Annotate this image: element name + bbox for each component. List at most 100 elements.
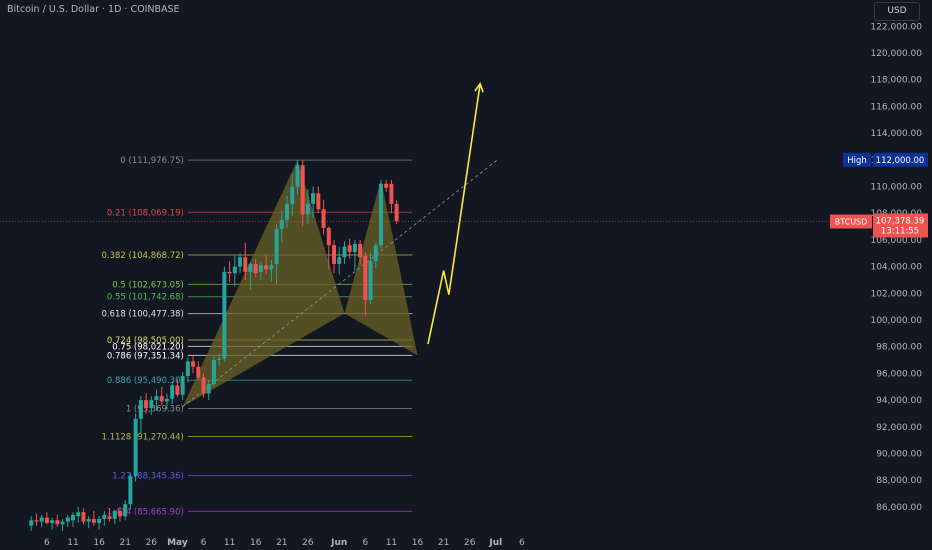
candle-body bbox=[342, 246, 347, 258]
x-axis-tick-label: 16 bbox=[93, 538, 105, 548]
candle-body bbox=[76, 512, 81, 517]
candle-body bbox=[60, 521, 65, 525]
candle-body bbox=[363, 255, 368, 300]
candle-body bbox=[279, 219, 284, 230]
fib-label: 0.75 (98,021.20) bbox=[112, 342, 184, 352]
y-axis-tick-label: 104,000.00 bbox=[870, 263, 922, 273]
y-axis-tick-label: 96,000.00 bbox=[876, 369, 922, 379]
candle-body bbox=[44, 517, 49, 523]
candle-body bbox=[211, 360, 216, 385]
y-axis-tick-label: 120,000.00 bbox=[870, 49, 922, 59]
candle-body bbox=[164, 398, 169, 402]
currency-button[interactable]: USD bbox=[874, 2, 920, 21]
candle-body bbox=[86, 518, 91, 522]
candle-body bbox=[300, 165, 305, 215]
candle-body bbox=[144, 400, 149, 409]
candle-body bbox=[253, 263, 258, 274]
y-axis-tick-label: 94,000.00 bbox=[876, 396, 922, 406]
candle-body bbox=[128, 476, 133, 505]
candle-body bbox=[264, 265, 269, 270]
candle-body bbox=[248, 263, 253, 272]
high-price-badge bbox=[873, 152, 928, 167]
fib-label: 1 (93,369.36) bbox=[126, 405, 184, 415]
candle-body bbox=[332, 245, 336, 264]
y-axis-tick-label: 86,000.00 bbox=[876, 503, 922, 513]
candle-body bbox=[384, 183, 389, 188]
x-axis-tick-label: 6 bbox=[44, 538, 50, 548]
candle-body bbox=[373, 245, 378, 262]
candle-body bbox=[117, 510, 122, 517]
high-tag-label: High bbox=[847, 156, 867, 166]
y-axis-tick-label: 92,000.00 bbox=[876, 423, 922, 433]
candle-body bbox=[91, 518, 96, 523]
fib-label: 0.5 (102,673.05) bbox=[112, 280, 184, 290]
candle-body bbox=[305, 203, 310, 215]
candle-body bbox=[112, 510, 117, 519]
x-axis-tick-label: 16 bbox=[412, 538, 424, 548]
candle-body bbox=[29, 520, 34, 526]
candle-body bbox=[34, 520, 39, 522]
candle-body bbox=[238, 257, 243, 267]
candle-body bbox=[358, 243, 363, 258]
candle-body bbox=[107, 516, 112, 519]
pattern-bcd-triangle bbox=[344, 179, 418, 356]
trend-dashed-line bbox=[182, 159, 498, 408]
y-axis-tick-label: 88,000.00 bbox=[876, 476, 922, 486]
symbol-badge-label: BTCUSD bbox=[835, 217, 868, 226]
candle-body bbox=[337, 257, 342, 264]
fib-label: 0.618 (100,477.38) bbox=[101, 310, 183, 320]
y-axis-tick-label: 116,000.00 bbox=[870, 102, 922, 112]
candle-body bbox=[206, 384, 211, 394]
candle-body bbox=[97, 518, 102, 523]
candle-body bbox=[285, 203, 290, 220]
fib-label: 1.414 (85,665.90) bbox=[107, 507, 184, 517]
candle-body bbox=[389, 183, 394, 204]
x-axis-tick-label: Jul bbox=[488, 538, 502, 548]
fib-label: 0.886 (95,490.30) bbox=[107, 376, 184, 386]
candle-body bbox=[217, 358, 222, 361]
symbol-badge bbox=[830, 214, 872, 229]
candle-body bbox=[154, 396, 159, 401]
y-axis-tick-label: 100,000.00 bbox=[870, 316, 922, 326]
x-axis-tick-label: 6 bbox=[362, 538, 368, 548]
y-axis-tick-label: 90,000.00 bbox=[876, 450, 922, 460]
y-axis-tick-label: 114,000.00 bbox=[870, 129, 922, 139]
fib-label: 0.21 (108,069.19) bbox=[107, 208, 184, 218]
candle-body bbox=[378, 183, 383, 246]
candle-body bbox=[138, 400, 143, 419]
candle-body bbox=[347, 245, 352, 252]
symbol-title: Bitcoin / U.S. Dollar · 1D · COINBASE bbox=[7, 4, 180, 15]
y-axis-tick-label: 98,000.00 bbox=[876, 343, 922, 353]
candle-body bbox=[170, 385, 175, 399]
candle-body bbox=[39, 517, 44, 522]
candle-body bbox=[368, 261, 373, 300]
y-axis-tick-label: 106,000.00 bbox=[870, 236, 922, 246]
projection-path bbox=[427, 83, 481, 345]
projection-arrowhead bbox=[474, 81, 484, 93]
candle-body bbox=[123, 504, 128, 517]
y-axis-tick-label: 102,000.00 bbox=[870, 289, 922, 299]
candle-body bbox=[243, 257, 248, 272]
candle-body bbox=[196, 366, 201, 378]
candle-body bbox=[394, 203, 399, 222]
x-axis-tick-label: 21 bbox=[276, 538, 287, 548]
candle-body bbox=[81, 512, 86, 522]
countdown-label: 13:11:55 bbox=[881, 226, 919, 236]
x-axis-tick-label: 11 bbox=[67, 538, 78, 548]
x-axis-tick-label: 11 bbox=[386, 538, 397, 548]
candle-body bbox=[185, 361, 190, 377]
candle-body bbox=[201, 377, 206, 394]
x-axis-tick-label: 11 bbox=[224, 538, 235, 548]
candle-body bbox=[71, 514, 75, 521]
x-axis-tick-label: May bbox=[167, 538, 188, 548]
fib-label: 0.724 (98,505.00) bbox=[107, 336, 184, 346]
candle-body bbox=[352, 243, 357, 252]
candle-body bbox=[191, 361, 196, 367]
candle-body bbox=[269, 265, 274, 270]
x-axis-tick-label: 6 bbox=[519, 538, 525, 548]
high-tag-badge bbox=[843, 152, 871, 167]
candle-body bbox=[50, 520, 55, 523]
candle-body bbox=[232, 266, 237, 274]
